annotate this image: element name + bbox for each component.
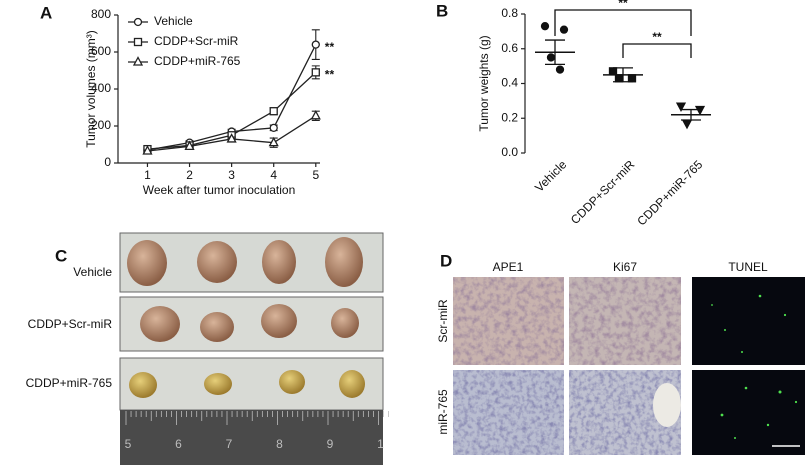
annotation: ** — [325, 40, 335, 54]
ruler-label: 9 — [327, 437, 334, 451]
marker — [675, 102, 687, 112]
marker — [559, 25, 569, 34]
row-label: Vehicle — [73, 265, 112, 279]
y-tick-label: 0.2 — [501, 110, 518, 124]
row-label: CDDP+miR-765 — [26, 376, 113, 390]
micrograph-gap — [653, 383, 681, 427]
column-label: TUNEL — [728, 260, 768, 274]
ruler-ticks — [125, 411, 390, 425]
x-axis-label: Week after tumor inoculation — [143, 183, 296, 197]
ruler-label: 6 — [175, 437, 182, 451]
marker — [310, 109, 321, 120]
y-tick-label: 200 — [91, 118, 111, 132]
marker — [614, 74, 624, 83]
y-tick-label: 0.8 — [501, 6, 518, 20]
marker — [269, 123, 278, 132]
micrograph — [453, 370, 564, 455]
marker — [184, 140, 195, 151]
ruler-label: 1 — [377, 437, 384, 451]
x-tick-label: CDDP+Scr-miR — [568, 157, 638, 227]
panel-label: A — [40, 3, 52, 22]
marker — [133, 17, 143, 27]
x-tick-label: CDDP+miR-765 — [634, 157, 705, 228]
marker — [681, 119, 693, 130]
marker — [142, 145, 153, 155]
panel-label: C — [55, 246, 67, 265]
x-tick-label: Vehicle — [532, 157, 569, 194]
ruler-label: 7 — [226, 437, 233, 451]
x-tick-label: 2 — [186, 168, 193, 182]
marker — [268, 136, 279, 147]
row-label: CDDP+Scr-miR — [28, 317, 113, 331]
row-label: miR-765 — [436, 389, 450, 435]
micrograph — [692, 277, 805, 365]
x-tick-label: 1 — [144, 168, 151, 182]
marker — [608, 67, 618, 76]
ruler-label: 5 — [125, 437, 132, 451]
x-tick-label: 5 — [312, 168, 319, 182]
ruler-label: 8 — [276, 437, 283, 451]
marker — [546, 53, 556, 62]
column-label: Ki67 — [613, 260, 637, 274]
y-tick-label: 600 — [91, 44, 111, 58]
micrograph — [453, 277, 564, 365]
significance-bracket — [554, 9, 692, 36]
y-tick-label: 0.0 — [501, 145, 518, 159]
y-tick-label: 0 — [104, 155, 111, 169]
y-tick-label: 800 — [91, 7, 111, 21]
marker — [627, 74, 637, 83]
significance-bracket — [622, 43, 692, 58]
annotation: ** — [652, 30, 662, 44]
row-label: Scr-miR — [436, 299, 450, 343]
histology: D — [440, 251, 805, 455]
marker — [694, 105, 706, 116]
y-tick-label: 0.6 — [501, 41, 518, 55]
x-tick-label: 4 — [270, 168, 277, 182]
error-bar — [681, 108, 701, 121]
legend-label: Vehicle — [154, 14, 193, 28]
error-bar — [545, 39, 565, 66]
marker — [555, 65, 565, 74]
panel-label: D — [440, 251, 452, 270]
marker — [540, 22, 550, 31]
tumor-photo: C — [55, 232, 390, 465]
ruler — [120, 410, 383, 465]
legend-label: CDDP+miR-765 — [154, 54, 241, 68]
y-axis-label: Tumor weights (g) — [477, 35, 491, 131]
tumors — [127, 237, 363, 342]
marker — [311, 68, 320, 77]
legend-label: CDDP+Scr-miR — [154, 34, 239, 48]
marker — [269, 107, 278, 116]
column-label: APE1 — [493, 260, 524, 274]
micrograph — [569, 277, 681, 365]
y-tick-label: 400 — [91, 81, 111, 95]
y-tick-label: 0.4 — [501, 76, 518, 90]
marker — [133, 37, 143, 47]
panel-label: B — [436, 1, 448, 20]
marker — [311, 40, 320, 49]
error-bar — [613, 67, 633, 83]
marker — [132, 56, 144, 66]
x-tick-label: 3 — [228, 168, 235, 182]
tunel-signal — [711, 294, 798, 439]
marker — [226, 133, 237, 143]
y-axis-label: Tumor volumes (mm³) — [84, 30, 98, 148]
annotation: ** — [325, 68, 335, 82]
micrograph — [692, 370, 805, 455]
annotation: ** — [618, 0, 628, 10]
tumors — [129, 370, 365, 398]
